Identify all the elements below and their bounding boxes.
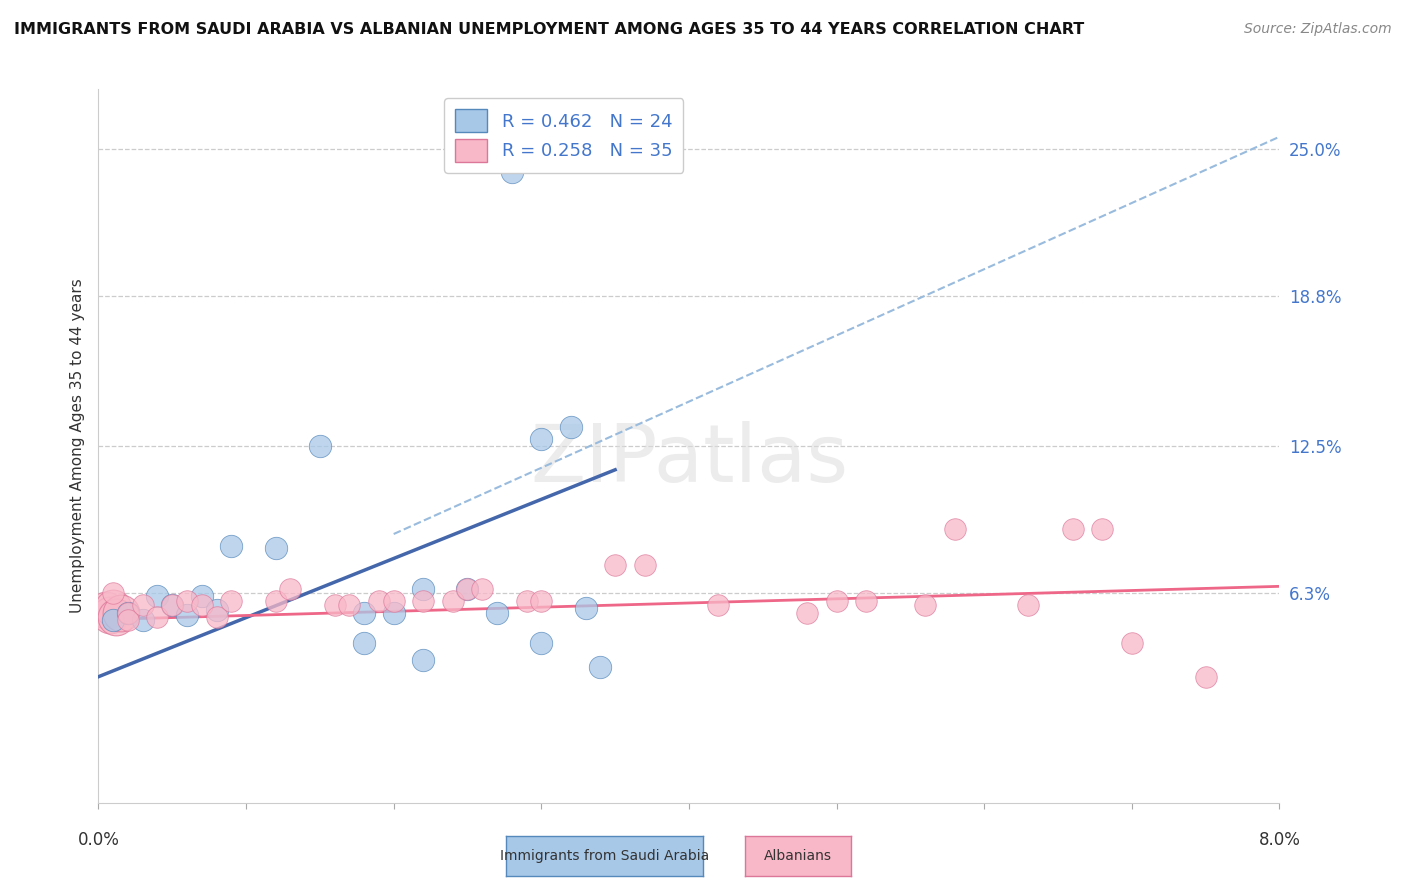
Point bbox=[176, 593, 198, 607]
Point bbox=[337, 599, 360, 613]
Point bbox=[219, 539, 242, 553]
Point bbox=[264, 541, 287, 556]
Text: 8.0%: 8.0% bbox=[1258, 831, 1301, 849]
Point bbox=[456, 582, 478, 596]
Point bbox=[441, 593, 464, 607]
Point bbox=[219, 593, 242, 607]
Point bbox=[278, 582, 302, 596]
Point bbox=[515, 593, 537, 607]
Point bbox=[574, 600, 596, 615]
Text: IMMIGRANTS FROM SAUDI ARABIA VS ALBANIAN UNEMPLOYMENT AMONG AGES 35 TO 44 YEARS : IMMIGRANTS FROM SAUDI ARABIA VS ALBANIAN… bbox=[14, 22, 1084, 37]
Point bbox=[146, 589, 169, 603]
Point bbox=[530, 432, 553, 446]
Text: ZIPatlas: ZIPatlas bbox=[530, 421, 848, 500]
Point bbox=[323, 599, 346, 613]
Point bbox=[191, 589, 214, 603]
Point bbox=[132, 613, 155, 627]
Point bbox=[353, 636, 375, 650]
Point bbox=[117, 613, 139, 627]
Point bbox=[105, 610, 128, 624]
Legend: R = 0.462   N = 24, R = 0.258   N = 35: R = 0.462 N = 24, R = 0.258 N = 35 bbox=[444, 98, 683, 173]
Point bbox=[98, 607, 121, 622]
Point bbox=[103, 613, 125, 627]
Point bbox=[103, 600, 125, 615]
Point bbox=[707, 599, 730, 613]
Point bbox=[146, 610, 169, 624]
Point bbox=[110, 606, 132, 620]
Point bbox=[117, 606, 139, 620]
Point bbox=[943, 522, 966, 536]
Point bbox=[264, 593, 287, 607]
Point bbox=[103, 586, 125, 600]
Y-axis label: Unemployment Among Ages 35 to 44 years: Unemployment Among Ages 35 to 44 years bbox=[69, 278, 84, 614]
Point bbox=[633, 558, 655, 572]
Point bbox=[412, 593, 434, 607]
Point bbox=[382, 606, 405, 620]
Text: Albanians: Albanians bbox=[763, 849, 832, 863]
Point bbox=[205, 610, 228, 624]
Point bbox=[367, 593, 389, 607]
Point bbox=[162, 599, 183, 613]
Point bbox=[1091, 522, 1114, 536]
Point bbox=[530, 593, 553, 607]
Point bbox=[162, 599, 183, 613]
Point bbox=[176, 607, 198, 622]
Text: 0.0%: 0.0% bbox=[77, 831, 120, 849]
Point bbox=[132, 599, 155, 613]
Point bbox=[605, 558, 627, 572]
Point bbox=[94, 603, 117, 617]
Point bbox=[191, 599, 214, 613]
Point bbox=[855, 593, 877, 607]
Point bbox=[308, 439, 332, 453]
Point bbox=[825, 593, 848, 607]
Point bbox=[485, 606, 508, 620]
Text: Immigrants from Saudi Arabia: Immigrants from Saudi Arabia bbox=[501, 849, 709, 863]
Point bbox=[353, 606, 375, 620]
Point bbox=[530, 636, 553, 650]
Text: Source: ZipAtlas.com: Source: ZipAtlas.com bbox=[1244, 22, 1392, 37]
Point bbox=[456, 582, 478, 596]
Point bbox=[382, 593, 405, 607]
Point bbox=[412, 653, 434, 667]
Point bbox=[205, 603, 228, 617]
Point bbox=[1194, 670, 1216, 684]
Point bbox=[471, 582, 494, 596]
Point bbox=[1017, 599, 1039, 613]
Point bbox=[560, 420, 582, 434]
Point bbox=[914, 599, 936, 613]
Point bbox=[412, 582, 434, 596]
Point bbox=[1121, 636, 1143, 650]
Point bbox=[1062, 522, 1084, 536]
Point bbox=[589, 660, 612, 674]
Point bbox=[117, 606, 139, 620]
Point bbox=[796, 606, 818, 620]
Point bbox=[501, 165, 523, 179]
